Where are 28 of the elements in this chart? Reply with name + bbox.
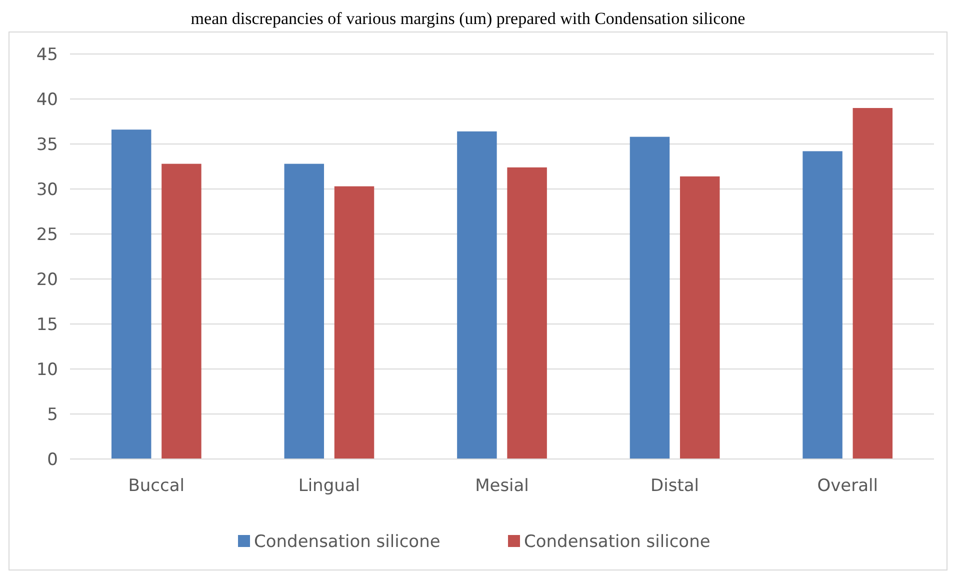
chart-title: mean discrepancies of various margins (um) prepared with Condensation silicone: [190, 9, 746, 28]
x-tick-label: Overall: [817, 476, 878, 496]
x-tick-label: Buccal: [128, 476, 185, 496]
x-tick-label: Distal: [650, 476, 700, 496]
bar: [334, 186, 374, 459]
y-tick-label: 5: [47, 404, 58, 425]
y-tick-label: 25: [36, 224, 58, 245]
y-tick-label: 45: [36, 44, 58, 65]
y-tick-label: 0: [47, 450, 58, 470]
x-tick-label: Lingual: [298, 476, 360, 496]
bar: [111, 130, 152, 459]
y-tick-label: 40: [36, 90, 58, 110]
bar: [630, 136, 670, 459]
y-tick-label: 35: [36, 134, 58, 155]
y-tick-label: 30: [36, 180, 58, 200]
y-tick-label: 15: [36, 314, 58, 335]
bar: [284, 164, 324, 459]
x-tick-label: Mesial: [475, 476, 529, 496]
y-tick-label: 10: [36, 360, 58, 380]
bar: [802, 151, 842, 459]
bar: [852, 108, 893, 459]
y-tick-label: 20: [36, 270, 58, 290]
bar: [162, 164, 202, 459]
bar: [507, 167, 547, 459]
bar: [680, 176, 720, 459]
legend-label: Condensation silicone: [254, 532, 440, 552]
legend-label: Condensation silicone: [524, 532, 710, 552]
bar: [457, 131, 497, 459]
